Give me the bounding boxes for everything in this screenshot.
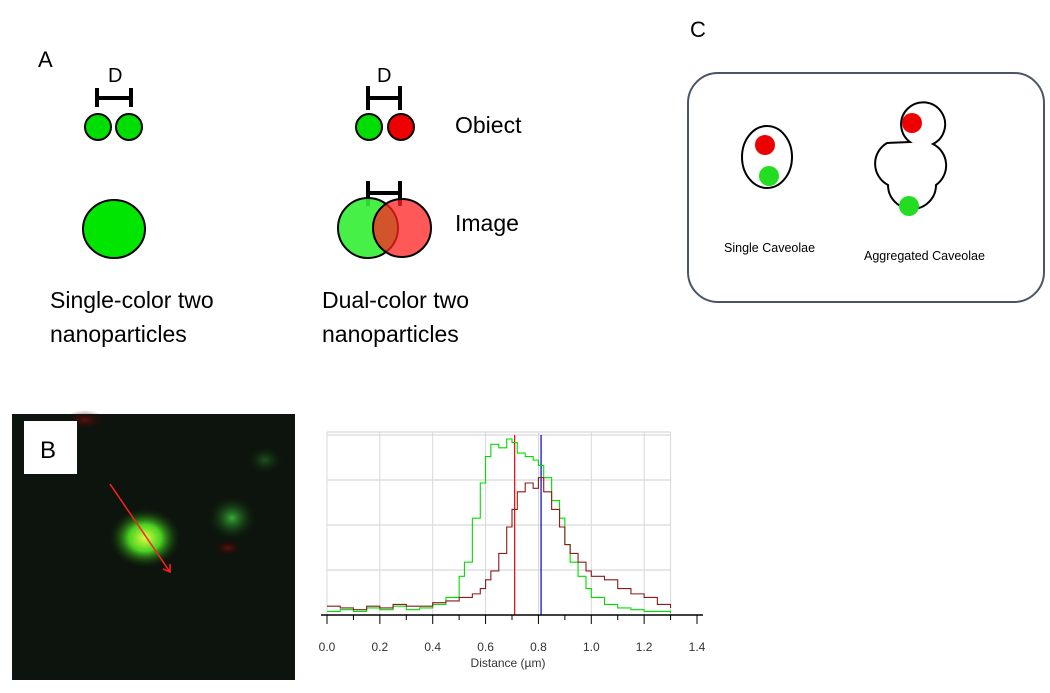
panel-b-letter: B — [40, 437, 56, 464]
object-row-label: Obiect — [455, 112, 522, 138]
panel-b: B — [12, 410, 295, 680]
line-profile-arrow — [109, 483, 171, 573]
single-caveola-green-particle — [759, 166, 779, 186]
chart-x-tick-label: 1.4 — [689, 640, 706, 654]
aggregated-caveolae-outline — [874, 101, 948, 210]
single-object-particle-1 — [84, 113, 112, 141]
chart-x-tick-label: 1.2 — [636, 640, 653, 654]
chart-x-axis-label: Distance (µm) — [471, 656, 546, 670]
micrograph-bright-spot — [109, 508, 181, 568]
single-d-label: D — [108, 65, 122, 87]
single-d-bracket — [95, 88, 133, 107]
micrograph-second-spot — [208, 496, 256, 540]
dual-d-label: D — [377, 65, 391, 87]
chart-x-tick-label: 0.8 — [530, 640, 547, 654]
chart-x-tick-label: 0.2 — [372, 640, 389, 654]
panel-b-letter-box — [24, 421, 77, 474]
single-object-particle-2 — [115, 113, 143, 141]
dual-object-red-particle — [387, 113, 415, 141]
single-caveola-outline — [741, 125, 793, 189]
dual-object-green-particle — [355, 113, 383, 141]
aggregated-caveolae-red-particle — [902, 113, 922, 133]
panel-c-letter: C — [690, 17, 706, 42]
chart-gridlines — [326, 431, 672, 615]
single-image-blob — [82, 199, 146, 259]
chart-series — [327, 438, 672, 614]
single-caption-line1: Single-color two — [50, 287, 214, 313]
panel-a-letter: A — [38, 47, 53, 72]
chart-x-tick-label: 0.4 — [424, 640, 441, 654]
dual-image-red-blob — [372, 198, 432, 258]
single-caption-line2: nanoparticles — [50, 321, 187, 347]
intensity-profile-chart: 0.0 0.2 0.4 0.6 0.8 1.0 1.2 1.4 Distance (µm) — [319, 431, 706, 670]
micrograph-red-glow-bottom — [214, 540, 242, 556]
dual-caption-line1: Dual-color two — [322, 287, 469, 313]
chart-axis: 0.0 0.2 0.4 0.6 0.8 1.0 1.2 1.4 — [319, 614, 706, 654]
aggregated-caveolae-green-particle — [899, 196, 919, 216]
chart-x-tick-label: 1.0 — [583, 640, 600, 654]
dual-caption-line2: nanoparticles — [322, 321, 459, 347]
chart-series-green — [327, 438, 672, 614]
single-caveola-red-particle — [755, 135, 775, 155]
panel-c: C Single Caveolae Aggregated Caveolae — [687, 17, 1045, 303]
chart-x-tick-label: 0.0 — [319, 640, 336, 654]
chart-series-dark_red — [327, 477, 672, 611]
image-row-label: Image — [455, 210, 519, 236]
chart-x-tick-label: 0.6 — [477, 640, 494, 654]
panel-c-frame — [687, 72, 1045, 303]
single-caveolae-label: Single Caveolae — [724, 241, 815, 255]
micrograph-faint-spot — [247, 446, 283, 474]
dual-d-bracket — [366, 86, 402, 110]
aggregated-caveolae-label: Aggregated Caveolae — [864, 249, 985, 263]
panel-a: A D Single-color two nanoparticles D Dua — [38, 47, 522, 347]
line-profile-arrowhead — [162, 564, 171, 574]
